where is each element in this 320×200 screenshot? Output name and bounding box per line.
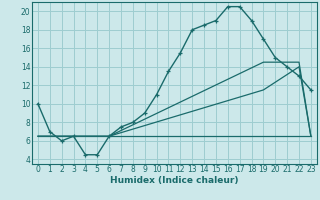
X-axis label: Humidex (Indice chaleur): Humidex (Indice chaleur) — [110, 176, 239, 185]
